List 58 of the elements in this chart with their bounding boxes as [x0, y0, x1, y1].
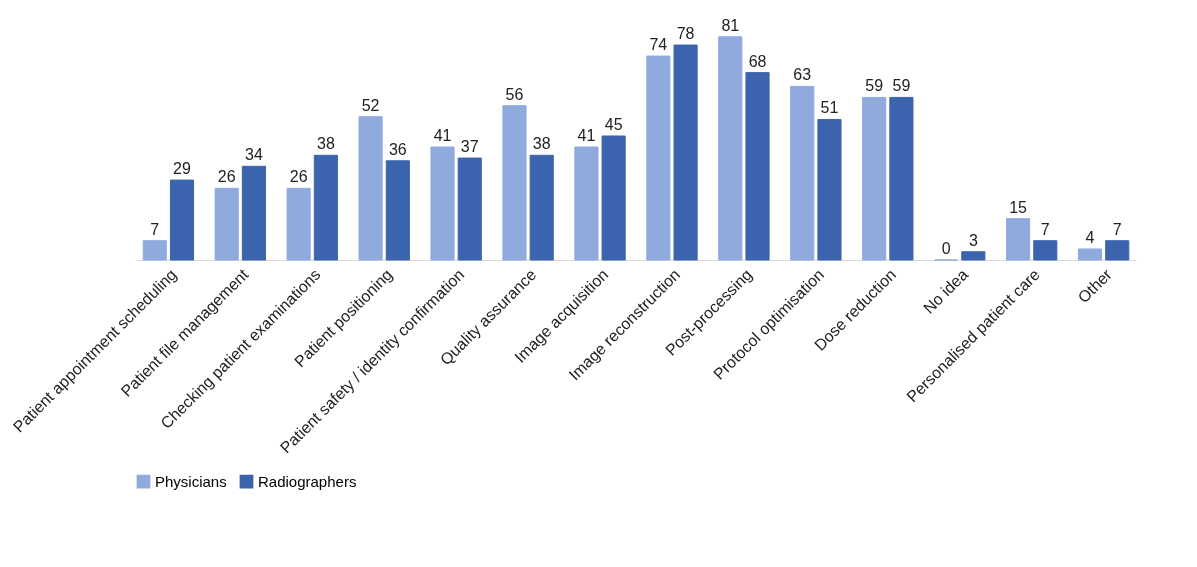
data-label: 4	[1085, 228, 1095, 246]
bar	[358, 116, 383, 261]
data-label: 59	[892, 77, 911, 95]
data-label: 74	[649, 36, 668, 54]
x-tick-label: No idea	[920, 265, 972, 317]
bar	[241, 165, 266, 261]
bar	[142, 240, 167, 261]
bar	[574, 146, 599, 261]
data-label: 56	[505, 85, 524, 103]
bar	[889, 96, 914, 261]
bar	[385, 160, 410, 261]
bar	[214, 187, 239, 261]
data-label: 68	[748, 52, 767, 70]
data-label: 81	[721, 16, 740, 34]
legend-label: Physicians	[155, 472, 227, 490]
data-label: 38	[532, 135, 551, 153]
data-label: 63	[793, 66, 812, 84]
bar	[601, 135, 626, 261]
bar	[286, 187, 311, 261]
data-label: 26	[289, 168, 308, 186]
data-label: 59	[865, 77, 884, 95]
legend-label: Radiographers	[258, 472, 357, 490]
data-label: 34	[245, 146, 263, 164]
data-label: 3	[968, 231, 978, 249]
data-label: 36	[388, 140, 407, 158]
data-label: 41	[433, 127, 452, 145]
bar	[169, 179, 195, 261]
data-label: 52	[361, 96, 380, 114]
bar	[745, 72, 770, 261]
data-label: 15	[1009, 198, 1028, 216]
bar	[430, 146, 455, 261]
bar	[1033, 240, 1058, 261]
bar	[313, 154, 338, 261]
data-label: 26	[217, 168, 236, 186]
data-label: 45	[604, 115, 623, 133]
data-label: 38	[316, 135, 335, 153]
data-label: 7	[1112, 220, 1122, 238]
bar	[817, 118, 842, 261]
bar	[790, 85, 815, 261]
bar	[646, 55, 671, 261]
bar	[862, 96, 887, 261]
bar	[529, 154, 554, 261]
bar	[1105, 240, 1130, 261]
data-label: 37	[460, 138, 479, 156]
bar	[1006, 218, 1031, 261]
data-label: 51	[820, 99, 839, 117]
data-label: 7	[1040, 220, 1050, 238]
data-label: 0	[941, 240, 951, 257]
bar	[502, 105, 527, 261]
bar	[457, 157, 482, 261]
bar	[961, 251, 986, 261]
bar	[673, 44, 698, 261]
data-label: 7	[150, 220, 160, 238]
data-label: 78	[676, 25, 695, 43]
data-label: 41	[577, 127, 596, 145]
bar	[718, 36, 743, 261]
data-label: 29	[173, 160, 191, 178]
bar	[1077, 248, 1103, 261]
